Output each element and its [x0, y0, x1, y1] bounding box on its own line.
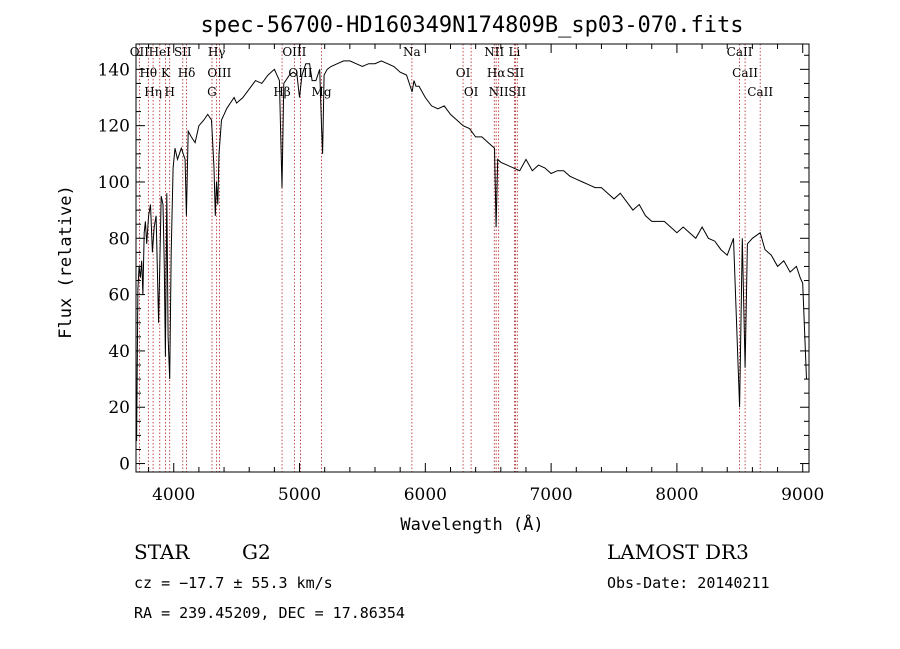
x-tick-label: 9000	[781, 485, 824, 505]
line-marker-label: Hα	[487, 66, 506, 80]
y-tick-label: 40	[108, 342, 130, 362]
line-marker-label: OIII	[288, 66, 312, 80]
spectrum-line	[136, 60, 807, 442]
x-axis: 4000 5000 6000 7000 8000 9000	[148, 44, 824, 505]
y-tick-label: 0	[119, 455, 130, 475]
line-marker-label: Hη	[144, 85, 162, 99]
line-marker-label: Hγ	[208, 45, 226, 59]
x-tick-label: 5000	[278, 485, 321, 505]
line-marker-label: OII	[130, 45, 150, 59]
y-tick-label: 100	[98, 173, 130, 193]
line-marker-label: NII	[489, 85, 509, 99]
line-marker-label: G	[207, 85, 217, 99]
line-marker-label: OI	[464, 85, 479, 99]
line-marker-label: SII	[508, 85, 526, 99]
obs-date: Obs-Date: 20140211	[607, 574, 770, 592]
line-marker-label: CaII	[732, 66, 758, 80]
spectral-line-markers	[138, 44, 761, 472]
x-tick-label: 4000	[152, 485, 195, 505]
survey-name: LAMOST DR3	[607, 540, 749, 564]
redshift-readout: cz = −17.7 ± 55.3 km/s	[134, 574, 333, 592]
line-marker-label: Na	[403, 45, 421, 59]
plot-frame	[135, 43, 810, 473]
line-marker-label: OIII	[282, 45, 306, 59]
line-marker-label: CaII	[747, 85, 773, 99]
y-axis: 0 20 40 60 80 100 120 140	[98, 54, 809, 475]
y-axis-title: Flux (relative)	[56, 185, 76, 339]
y-tick-label: 140	[98, 60, 130, 80]
line-marker-label: NII	[484, 45, 504, 59]
chart-title: spec-56700-HD160349N174809B_sp03-070.fit…	[200, 13, 743, 38]
line-marker-label: CaII	[727, 45, 753, 59]
line-marker-label: Li	[508, 45, 520, 59]
line-marker-label: K	[161, 66, 171, 80]
line-marker-label: Hβ	[273, 85, 290, 99]
x-axis-title: Wavelength (Å)	[400, 513, 543, 535]
coordinates-readout: RA = 239.45209, DEC = 17.86354	[134, 604, 405, 622]
line-marker-label: SII	[174, 45, 192, 59]
x-tick-label: 7000	[529, 485, 572, 505]
line-marker-label: Hθ	[139, 66, 157, 80]
line-marker-label: Mg	[312, 85, 332, 99]
x-tick-label: 6000	[404, 485, 447, 505]
spectral-subclass: G2	[242, 540, 271, 564]
object-class: STAR	[134, 540, 190, 564]
spectral-line-labels: OIIHθHηHeIKHSIIHδGHγOIIIHβOIIIOIIIMgNaOI…	[130, 45, 774, 99]
x-tick-label: 8000	[655, 485, 698, 505]
y-tick-label: 20	[108, 398, 130, 418]
line-marker-label: H	[164, 85, 174, 99]
line-marker-label: SII	[507, 66, 525, 80]
line-marker-label: HeI	[149, 45, 172, 59]
y-tick-label: 60	[108, 286, 130, 306]
line-marker-label: OIII	[207, 66, 231, 80]
line-marker-label: Hδ	[178, 66, 196, 80]
line-marker-label: OI	[456, 66, 471, 80]
y-tick-label: 80	[108, 229, 130, 249]
y-tick-label: 120	[98, 117, 130, 137]
